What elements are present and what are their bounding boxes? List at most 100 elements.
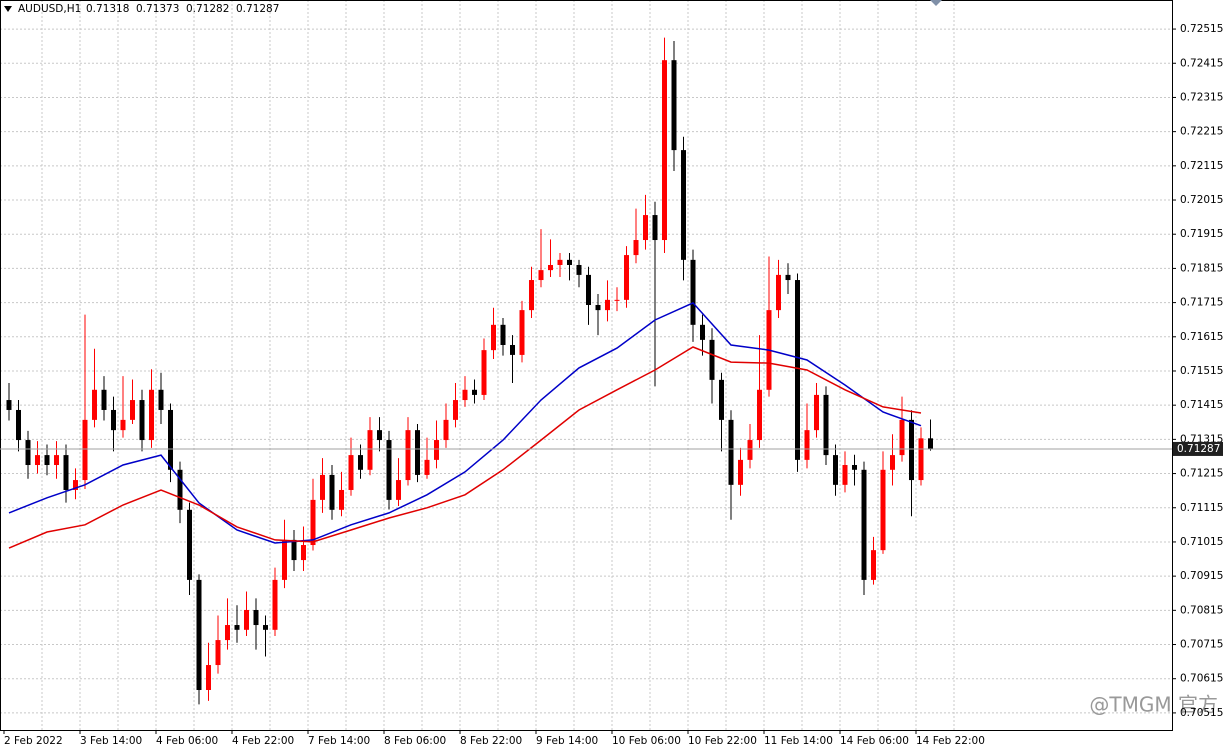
- ohlc-low: 0.71282: [186, 3, 229, 15]
- x-tick-label: 14 Feb 06:00: [840, 735, 909, 747]
- x-tick-label: 9 Feb 14:00: [536, 735, 598, 747]
- x-tick-label: 8 Feb 06:00: [384, 735, 446, 747]
- candle-body: [377, 430, 382, 441]
- candle-body: [6, 400, 12, 410]
- candle-body: [719, 379, 724, 420]
- candle-body: [396, 480, 401, 500]
- candle-body: [747, 440, 753, 460]
- candle-body: [434, 440, 439, 460]
- y-tick-label: 0.70715: [1180, 639, 1223, 651]
- y-tick-label: 0.70815: [1180, 604, 1223, 616]
- candle-body: [320, 474, 325, 500]
- candle-body: [329, 474, 335, 510]
- y-tick-label: 0.70615: [1180, 673, 1223, 685]
- candle-body: [196, 579, 202, 690]
- x-tick-label: 4 Feb 22:00: [232, 735, 294, 747]
- watermark: @TMGM 官方: [1089, 693, 1218, 717]
- candle-body: [291, 539, 297, 561]
- candle-body: [415, 430, 420, 475]
- candle-body: [358, 455, 363, 470]
- y-tick-label: 0.71815: [1180, 262, 1223, 274]
- candle-body: [453, 400, 458, 420]
- candle-body: [149, 389, 154, 441]
- candle-body: [158, 389, 164, 410]
- y-tick-label: 0.72315: [1180, 91, 1223, 103]
- candle-body: [405, 430, 411, 481]
- y-tick-label: 0.71115: [1180, 502, 1223, 514]
- candle-body: [215, 640, 221, 666]
- moving-average: [8, 301, 922, 544]
- candle-body: [54, 455, 59, 466]
- candle-body: [92, 389, 97, 420]
- candle-body: [814, 394, 819, 431]
- y-tick-label: 0.72415: [1180, 57, 1223, 69]
- y-tick-label: 0.72515: [1180, 23, 1223, 35]
- x-tick-label: 2 Feb 2022: [4, 735, 63, 747]
- candle-body: [301, 545, 306, 561]
- candle-body: [386, 440, 392, 500]
- x-tick-label: 14 Feb 22:00: [916, 735, 985, 747]
- candle-body: [101, 389, 107, 410]
- candle-body: [73, 480, 78, 490]
- candle-body: [861, 469, 867, 580]
- candle-body: [529, 280, 534, 311]
- candle-body: [35, 455, 40, 466]
- candle-body: [633, 240, 639, 256]
- x-tick-label: 4 Feb 06:00: [156, 735, 218, 747]
- grid: [0, 0, 1172, 730]
- marks: [0, 37, 1172, 705]
- y-tick-label: 0.71715: [1180, 297, 1223, 309]
- candle-body: [538, 270, 544, 281]
- y-tick-label: 0.72015: [1180, 194, 1223, 206]
- candle-body: [206, 665, 211, 690]
- candle-body: [63, 455, 69, 490]
- candle-body: [282, 539, 287, 580]
- candle-body: [491, 324, 496, 351]
- candle-body: [263, 625, 268, 630]
- candle-body: [168, 409, 173, 470]
- scroll-marker: [930, 0, 942, 6]
- x-tick-label: 10 Feb 06:00: [612, 735, 681, 747]
- plot-frame: [0, 0, 1173, 731]
- candle-body: [519, 310, 525, 355]
- price-label-box: [1173, 441, 1223, 456]
- candle-body: [709, 339, 715, 380]
- price-label: 0.71287: [1177, 443, 1220, 455]
- candle-body: [918, 438, 924, 481]
- candle-body: [16, 409, 21, 441]
- candle-body: [700, 324, 705, 340]
- candle-body: [225, 625, 230, 641]
- candle-body: [595, 304, 601, 311]
- candle-body: [348, 455, 354, 490]
- candle-body: [120, 419, 126, 431]
- x-tick-label: 8 Feb 22:00: [460, 735, 522, 747]
- candle-body: [244, 609, 249, 630]
- candle-body: [510, 344, 515, 355]
- candle-body: [576, 264, 582, 275]
- candle-body: [681, 150, 686, 260]
- candle-body: [44, 455, 50, 466]
- candle-body: [662, 60, 667, 241]
- candle-body: [443, 419, 449, 441]
- y-tick-label: 0.71015: [1180, 536, 1223, 548]
- x-tick-label: 3 Feb 14:00: [80, 735, 142, 747]
- y-tick-label: 0.72115: [1180, 160, 1223, 172]
- candle-body: [25, 440, 31, 466]
- candle-body: [738, 459, 743, 485]
- candle-body: [367, 430, 373, 470]
- candle-body: [909, 419, 914, 481]
- candle-body: [462, 389, 468, 401]
- candle-body: [82, 419, 88, 481]
- moving-average: [8, 346, 922, 549]
- y-tick-label: 0.72215: [1180, 126, 1223, 138]
- candle-body: [424, 459, 430, 475]
- y-tick-label: 0.71615: [1180, 331, 1223, 343]
- x-tick-label: 10 Feb 22:00: [688, 735, 757, 747]
- y-tick-label: 0.70915: [1180, 570, 1223, 582]
- candle-body: [852, 465, 857, 470]
- candle-body: [139, 400, 145, 441]
- menu-arrow[interactable]: [4, 6, 12, 12]
- candle-body: [481, 350, 487, 395]
- y-tick-label: 0.71415: [1180, 399, 1223, 411]
